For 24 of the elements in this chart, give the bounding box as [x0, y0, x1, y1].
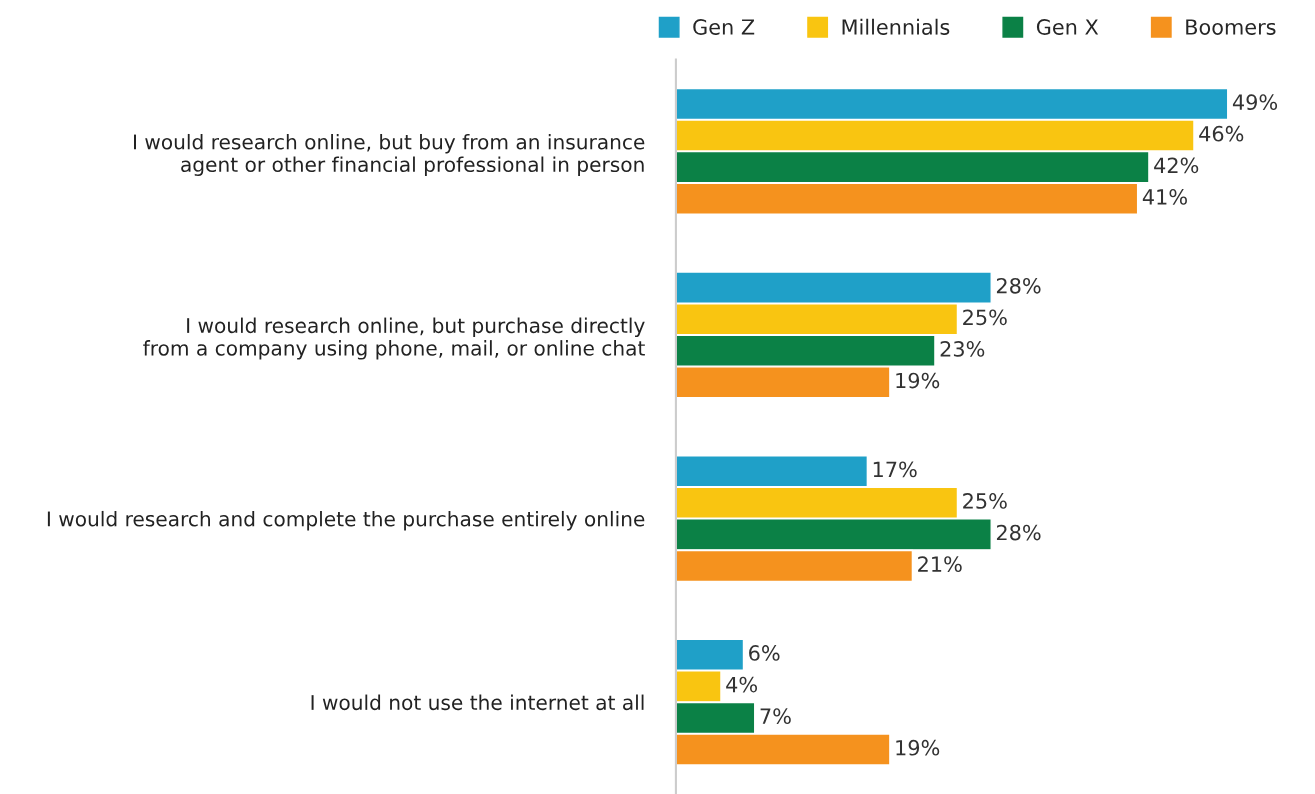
legend-label: Gen Z [693, 19, 755, 35]
data-label: 7% [760, 708, 791, 725]
data-label: 23% [940, 341, 985, 357]
data-label: 17% [873, 461, 917, 478]
legend-label: Gen X [1036, 19, 1099, 35]
data-label: 28% [996, 277, 1041, 294]
data-label: 49% [1232, 94, 1278, 111]
data-label: 25% [963, 493, 1007, 509]
legend-label: Boomers [1186, 19, 1276, 35]
data-label: 19% [896, 372, 940, 389]
data-label: 46% [1199, 125, 1244, 142]
data-label: 42% [1154, 157, 1199, 174]
data-label: 25% [963, 309, 1007, 326]
y-tick-label: I would research online, but buy from an insurance agent or other financial professional in person [133, 133, 645, 176]
data-label: 28% [996, 524, 1041, 541]
data-label: 4% [726, 676, 758, 693]
y-tick-label: I would not use the internet at all [311, 694, 644, 711]
data-label: 21% [918, 556, 962, 572]
data-label: 19% [896, 739, 940, 756]
y-tick-label: I would research and complete the purchase entirely online [47, 510, 645, 531]
y-tick-label: I would research online, but purchase directly from a company using phone, mail, or online chat [143, 317, 645, 360]
legend-label: Millennials [842, 18, 950, 35]
data-label: 6% [749, 645, 780, 661]
data-label: 41% [1142, 189, 1187, 205]
